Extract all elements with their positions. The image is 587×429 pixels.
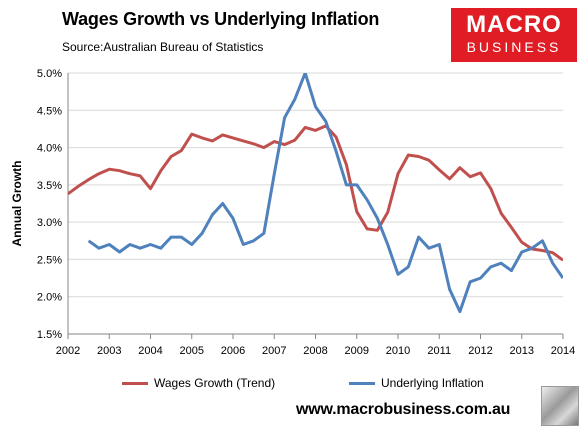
y-tick-label: 3.5% [37,180,62,192]
x-tick-label: 2014 [551,345,575,357]
y-tick-label: 4.5% [37,105,62,117]
y-tick-label: 5.0% [37,68,62,80]
legend-label-inflation: Underlying Inflation [381,376,484,390]
series-line-inflation [87,73,563,314]
y-tick-label: 1.5% [37,329,62,341]
x-tick-label: 2004 [138,345,162,357]
x-tick-label: 2011 [427,345,451,357]
x-tick-label: 2008 [303,345,327,357]
legend-label-wages: Wages Growth (Trend) [154,376,276,390]
website-url[interactable]: www.macrobusiness.com.au [296,401,511,418]
legend-item-wages: Wages Growth (Trend) [122,376,275,390]
x-tick-label: 2006 [221,345,245,357]
legend-swatch-inflation [349,381,375,385]
x-tick-label: 2005 [180,345,204,357]
wolf-logo-icon [541,386,579,426]
x-tick-label: 2013 [510,345,534,357]
y-tick-label: 3.0% [37,217,62,229]
chart-title: Wages Growth vs Underlying Inflation [62,9,380,29]
x-tick-label: 2003 [97,345,121,357]
chart-source: Source:Australian Bureau of Statistics [62,40,264,54]
y-tick-label: 2.5% [37,254,62,266]
x-tick-label: 2002 [56,345,80,357]
x-tick-label: 2012 [468,345,492,357]
logo-line-1: MACRO [466,11,562,38]
macrobusiness-logo: MACRO BUSINESS [451,8,577,62]
y-tick-label: 2.0% [37,292,62,304]
x-tick-label: 2009 [345,345,369,357]
x-tick-label: 2010 [386,345,410,357]
logo-line-2: BUSINESS [466,39,562,55]
x-tick-label: 2007 [262,345,286,357]
y-tick-label: 4.0% [37,143,62,155]
legend-swatch-wages [122,381,148,385]
series-line-wages [68,124,563,262]
legend-item-inflation: Underlying Inflation [349,376,484,390]
y-axis-label: Annual Growth [10,161,24,247]
